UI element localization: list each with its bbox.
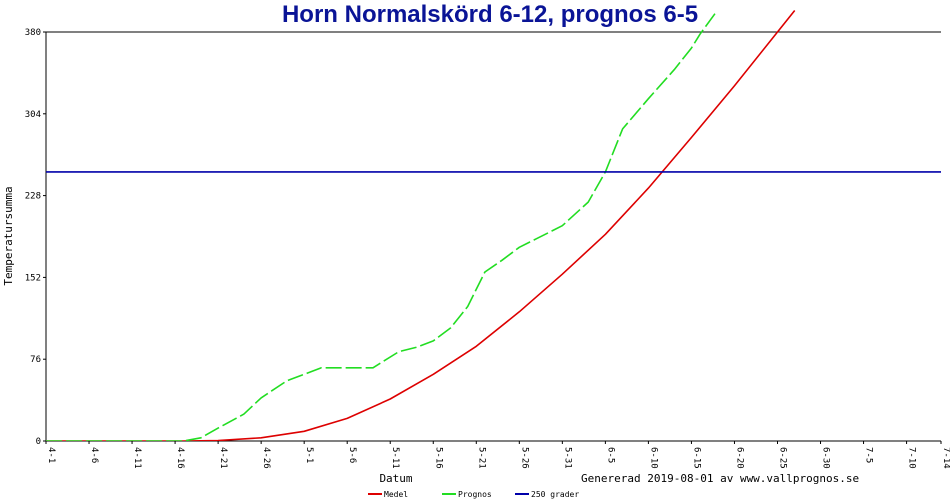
y-tick-label: 76 (30, 355, 41, 365)
x-axis-label: Datum (379, 472, 412, 485)
y-tick-label: 152 (25, 273, 41, 283)
chart-title: Horn Normalskörd 6-12, prognos 6-5 (282, 1, 698, 28)
x-axis-ticks: 4-1 4-6 4-11 4-16 4-21 4-26 5-1 5-6 5-11 5-16 5-21… (45, 441, 950, 469)
x-tick-label: 5-21 (476, 447, 486, 469)
series-line-medel (46, 10, 796, 441)
x-tick-label: 4-26 (261, 447, 271, 469)
x-tick-label: 7-10 (907, 447, 917, 469)
x-tick-label: 5-26 (519, 447, 529, 469)
x-tick-label: 6-15 (691, 447, 701, 469)
y-axis-label: Temperatursumma (2, 186, 15, 285)
x-tick-label: 5-31 (562, 447, 572, 469)
x-tick-label: 6-30 (821, 447, 831, 469)
x-tick-label: 5-6 (347, 447, 357, 463)
y-tick-label: 0 (36, 437, 41, 447)
x-tick-label: 5-1 (304, 447, 314, 463)
x-tick-label: 4-1 (46, 447, 56, 463)
legend-label: 250 grader (531, 490, 579, 499)
y-tick-label: 380 (25, 28, 41, 38)
x-tick-label: 4-16 (175, 447, 185, 469)
x-tick-label: 4-11 (132, 447, 142, 469)
y-tick-label: 228 (25, 192, 41, 202)
series-line-prognos (46, 10, 718, 441)
generated-footer: Genererad 2019-08-01 av www.vallprognos.… (581, 472, 859, 485)
x-tick-label: 5-16 (433, 447, 443, 469)
x-tick-label: 6-5 (605, 447, 615, 463)
x-tick-label: 6-10 (648, 447, 658, 469)
x-tick-label: 7-5 (864, 447, 874, 463)
legend-label: Medel (384, 490, 408, 499)
x-tick-label: 5-11 (390, 447, 400, 469)
legend-label: Prognos (458, 490, 492, 499)
y-tick-label: 304 (25, 110, 41, 120)
series-lines (46, 10, 941, 441)
plot-frame (45, 31, 941, 442)
x-tick-label: 4-21 (218, 447, 228, 469)
legend: Medel Prognos 250 grader (368, 490, 579, 499)
x-tick-label: 6-20 (734, 447, 744, 469)
x-tick-label: 4-6 (89, 447, 99, 463)
x-tick-label: 6-25 (777, 447, 787, 469)
y-axis-ticks: 0 76 152 228 304 380 (25, 28, 46, 447)
x-tick-label: 7-14 (941, 447, 950, 469)
